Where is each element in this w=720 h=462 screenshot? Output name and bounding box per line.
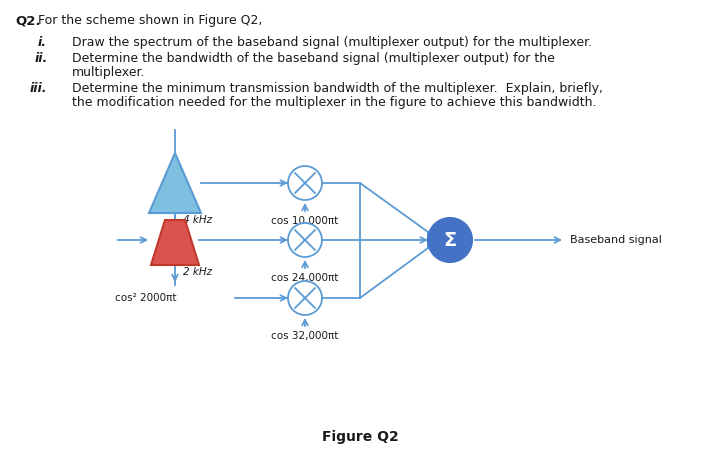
Text: 2 kHz: 2 kHz bbox=[183, 267, 212, 277]
Circle shape bbox=[288, 223, 322, 257]
Text: iii.: iii. bbox=[30, 82, 48, 95]
Text: Determine the minimum transmission bandwidth of the multiplexer.  Explain, brief: Determine the minimum transmission bandw… bbox=[72, 82, 603, 95]
Text: ii.: ii. bbox=[35, 52, 48, 65]
Circle shape bbox=[288, 281, 322, 315]
Text: For the scheme shown in Figure Q2,: For the scheme shown in Figure Q2, bbox=[38, 14, 262, 27]
Text: Draw the spectrum of the baseband signal (multiplexer output) for the multiplexe: Draw the spectrum of the baseband signal… bbox=[72, 36, 592, 49]
Polygon shape bbox=[149, 153, 201, 213]
Text: the modification needed for the multiplexer in the figure to achieve this bandwi: the modification needed for the multiple… bbox=[72, 96, 596, 109]
Text: 4 kHz: 4 kHz bbox=[183, 215, 212, 225]
Text: multiplexer.: multiplexer. bbox=[72, 66, 145, 79]
Circle shape bbox=[428, 218, 472, 262]
Text: i.: i. bbox=[38, 36, 47, 49]
Text: cos 32,000πt: cos 32,000πt bbox=[271, 331, 338, 341]
Polygon shape bbox=[151, 220, 199, 265]
Circle shape bbox=[288, 166, 322, 200]
Text: cos 24,000πt: cos 24,000πt bbox=[271, 273, 338, 283]
Text: Figure Q2: Figure Q2 bbox=[322, 430, 398, 444]
Text: Q2.: Q2. bbox=[15, 14, 40, 27]
Text: cos² 2000πt: cos² 2000πt bbox=[115, 293, 176, 303]
Text: Baseband signal: Baseband signal bbox=[570, 235, 662, 245]
Text: Determine the bandwidth of the baseband signal (multiplexer output) for the: Determine the bandwidth of the baseband … bbox=[72, 52, 555, 65]
Text: cos 10,000πt: cos 10,000πt bbox=[271, 216, 338, 226]
Text: Σ: Σ bbox=[444, 231, 456, 249]
